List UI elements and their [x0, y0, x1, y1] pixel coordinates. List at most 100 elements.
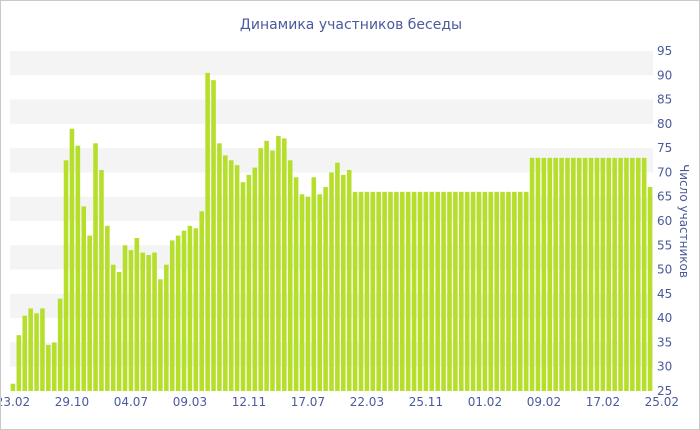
bar: [287, 160, 293, 391]
bar: [435, 191, 440, 391]
bar: [618, 157, 623, 391]
x-tick-label: 25.11: [409, 395, 443, 409]
y-tick-label: 50: [657, 263, 672, 277]
bar: [565, 157, 570, 391]
bar: [506, 191, 511, 391]
bar: [364, 191, 370, 391]
bar: [423, 191, 429, 391]
bar: [399, 191, 405, 391]
y-tick-label: 30: [657, 360, 672, 374]
bar: [576, 157, 582, 391]
bar: [75, 145, 81, 391]
bar: [187, 225, 193, 391]
bar: [588, 157, 594, 391]
bar: [128, 250, 134, 391]
y-tick-label: 40: [657, 311, 672, 325]
bar: [482, 191, 488, 391]
bar: [453, 191, 458, 391]
bar: [199, 211, 205, 391]
bar: [164, 264, 169, 391]
bar: [246, 174, 252, 391]
y-tick-label: 90: [657, 68, 672, 82]
grid-band: [10, 51, 653, 76]
x-tick-label: 12.11: [232, 395, 266, 409]
bar: [134, 238, 140, 391]
bar: [630, 157, 635, 391]
bar: [635, 157, 641, 391]
bar: [547, 157, 553, 391]
bar: [441, 191, 446, 391]
bar: [641, 157, 647, 391]
grid-band: [10, 99, 653, 124]
y-tick-label: 35: [657, 335, 672, 349]
bar: [488, 191, 494, 391]
bar: [494, 191, 499, 391]
bar: [476, 191, 482, 391]
bar: [346, 170, 352, 391]
bars: [10, 72, 653, 392]
bar: [10, 383, 16, 391]
y-tick-label: 95: [657, 44, 672, 58]
bar: [40, 308, 45, 391]
bar: [81, 206, 87, 391]
bar: [63, 160, 69, 391]
bar: [405, 191, 411, 391]
bar: [122, 245, 128, 391]
bar: [181, 230, 187, 391]
bar: [252, 167, 258, 391]
bar: [541, 157, 547, 391]
bar: [276, 136, 281, 391]
bar: [305, 196, 311, 391]
x-tick-label: 04.07: [114, 395, 148, 409]
bar: [282, 138, 287, 391]
bar: [500, 191, 505, 391]
bar: [559, 157, 564, 391]
bar: [234, 165, 240, 391]
y-tick-label: 80: [657, 117, 672, 131]
bar: [458, 191, 464, 391]
bar: [140, 252, 146, 391]
bar: [612, 157, 617, 391]
x-tick-label: 09.02: [527, 395, 561, 409]
bar: [299, 194, 305, 391]
y-tick-label: 75: [657, 141, 672, 155]
bar: [323, 187, 328, 391]
bar: [517, 191, 523, 391]
bar: [523, 191, 529, 391]
bar: [258, 148, 264, 391]
bar: [87, 235, 92, 391]
bar: [417, 191, 423, 391]
bar: [429, 191, 435, 391]
y-tick-label: 25: [657, 384, 672, 398]
bar: [34, 313, 39, 391]
x-tick-label: 09.03: [173, 395, 207, 409]
bar: [16, 335, 22, 391]
x-tick-label: 01.02: [468, 395, 502, 409]
bar: [22, 315, 28, 391]
x-tick-label: 23.02: [1, 395, 30, 409]
bar: [51, 342, 57, 391]
bar: [647, 187, 653, 391]
bar: [110, 264, 116, 391]
bar: [352, 191, 358, 391]
x-axis-ticks: 23.02 29.10 04.07 09.03 12.11 17.07 22.03 25.11…: [1, 395, 679, 409]
y-tick-label: 65: [657, 190, 672, 204]
chart-title: Динамика участников беседы: [240, 17, 462, 33]
bar: [99, 170, 104, 391]
x-tick-label: 29.10: [55, 395, 89, 409]
bar: [594, 157, 600, 391]
bar: [293, 177, 299, 391]
bar: [116, 272, 122, 391]
bar: [69, 128, 75, 391]
bar: [28, 308, 33, 391]
bar: [317, 194, 322, 391]
bar: [193, 228, 199, 391]
bar: [382, 191, 387, 391]
bar: [211, 80, 216, 391]
bar: [582, 157, 588, 391]
bar: [571, 157, 576, 391]
bar: [46, 344, 51, 391]
y-tick-label: 70: [657, 165, 672, 179]
